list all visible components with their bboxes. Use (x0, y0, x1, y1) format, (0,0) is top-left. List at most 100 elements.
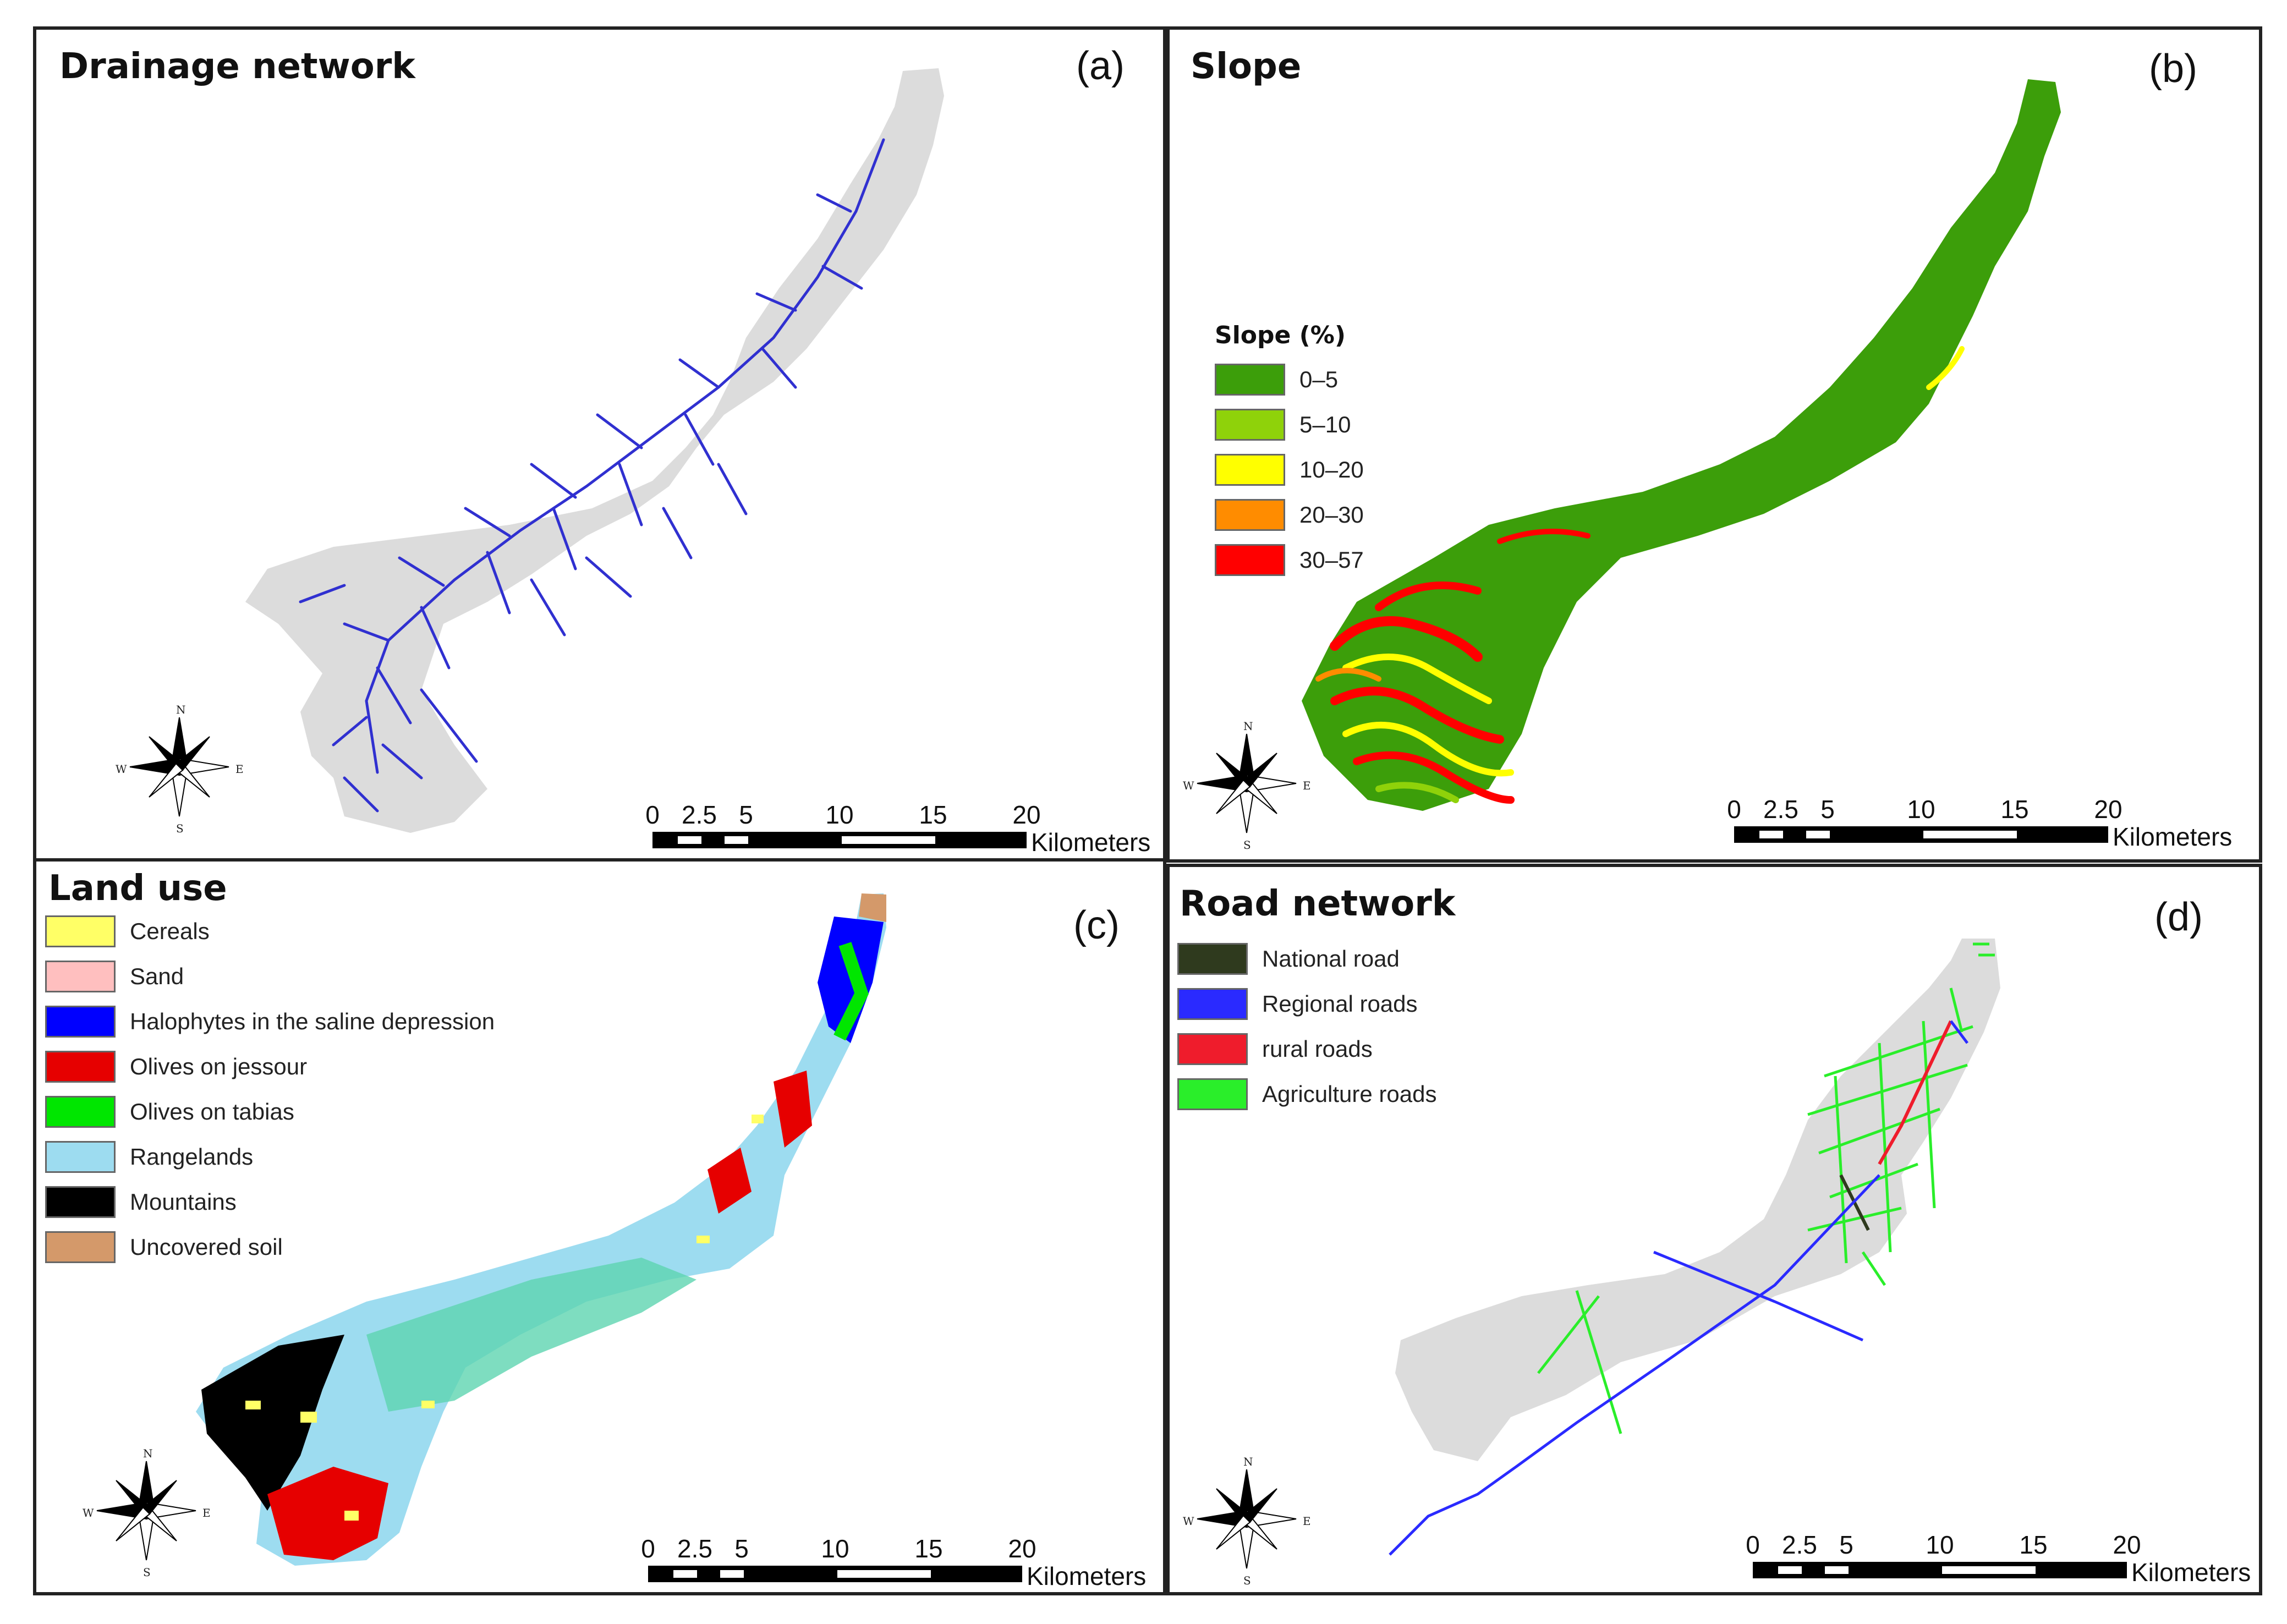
legend-label: Olives on jessour (130, 1054, 308, 1079)
scale-tick-label: 0 (1727, 795, 1741, 824)
legend-item: Olives on jessour (45, 1044, 495, 1089)
panel-drainage-network: Drainage network (a) N S W E 0 2.5 5 10 15 20 Kil… (33, 26, 1166, 863)
steep-slope-zone (1315, 346, 1965, 804)
scale-tick-label: 0 (1746, 1530, 1760, 1559)
rural-road (1878, 1020, 1953, 1165)
legend-swatch (1215, 409, 1285, 441)
scale-tick-label: 10 (821, 1534, 849, 1563)
road-map (1389, 939, 2000, 1556)
scale-tick-label: 15 (2000, 795, 2029, 824)
legend-item: rural roads (1177, 1027, 1436, 1072)
legend-label: 0–5 (1299, 366, 1339, 392)
compass-label-s: S (143, 1566, 151, 1579)
scale-bar-graphic (1753, 1562, 2127, 1578)
compass-icon (1197, 733, 1297, 833)
legend-item: Sand (45, 954, 495, 999)
legend-label: National road (1262, 946, 1400, 972)
panel-land-use: Land use (c) Cereals Sand Halophytes in th… (33, 858, 1166, 1595)
legend-item: Rangelands (45, 1134, 495, 1179)
compass-label-e: E (235, 762, 244, 776)
legend-label: Olives on tabias (130, 1099, 294, 1124)
legend-label: 20–30 (1299, 502, 1364, 528)
scale-unit: Kilometers (1031, 828, 1151, 857)
scale-tick-label: 0 (645, 800, 660, 829)
compass-label-n: N (143, 1447, 153, 1460)
panel-slope: Slope (b) Slope (%) 0–5 5–10 10–20 20–30 30–… (1166, 26, 2262, 863)
legend-item: 5–10 (1215, 402, 1364, 447)
legend-swatch (1177, 1078, 1248, 1110)
legend-label: Uncovered soil (130, 1234, 283, 1260)
scale-bar: 0 2.5 5 10 15 20 Kilometers (641, 1534, 1163, 1590)
scale-tick-label: 20 (1008, 1534, 1036, 1563)
compass-label-w: W (1183, 1515, 1194, 1528)
compass-label-n: N (1243, 720, 1253, 733)
compass-rose: N S W E (1181, 717, 1313, 852)
legend-item: 10–20 (1215, 447, 1364, 492)
compass-label-w: W (116, 762, 127, 776)
scale-tick-label: 20 (1012, 800, 1041, 829)
panel-title: Drainage network (59, 46, 415, 87)
legend-label: Agriculture roads (1262, 1081, 1437, 1107)
compass-label-e: E (1303, 1515, 1311, 1528)
compass-label-s: S (1243, 1574, 1251, 1587)
legend-item: Mountains (45, 1179, 495, 1225)
legend-item: National road (1177, 936, 1436, 981)
legend-title: Slope (%) (1215, 321, 1346, 349)
scale-tick-label: 0 (641, 1534, 655, 1563)
legend-item: Halophytes in the saline depression (45, 999, 495, 1044)
scale-bar: 0 2.5 5 10 15 20 Kilometers (645, 800, 1163, 857)
compass-rose: N S W E (113, 701, 245, 835)
legend-label: 30–57 (1299, 547, 1364, 573)
legend-swatch (45, 1231, 116, 1263)
compass-icon (1197, 1469, 1297, 1569)
scale-tick-label: 20 (2113, 1530, 2141, 1559)
panel-label: (b) (2149, 47, 2197, 91)
scale-tick-label: 20 (2094, 795, 2123, 824)
panel-road-network: Road network (d) National road Regional r… (1166, 864, 2262, 1595)
legend-swatch (45, 1186, 116, 1218)
legend-label: 10–20 (1299, 457, 1364, 482)
scale-bar-graphic (652, 832, 1027, 848)
legend-label: Mountains (130, 1189, 237, 1215)
scale-tick-label: 10 (1907, 795, 1935, 824)
legend-item: Regional roads (1177, 981, 1436, 1027)
legend-swatch (1215, 364, 1285, 396)
scale-tick-label: 2.5 (677, 1534, 712, 1563)
legend-label: rural roads (1262, 1036, 1373, 1062)
legend-items: 0–5 5–10 10–20 20–30 30–57 (1215, 357, 1364, 583)
scale-bar: 0 2.5 5 10 15 20 Kilometers (1727, 794, 2259, 851)
compass-icon (96, 1461, 196, 1561)
legend-swatch (45, 1096, 116, 1128)
legend-swatch (45, 961, 116, 992)
compass-rose: N S W E (1181, 1453, 1313, 1587)
scale-unit: Kilometers (2131, 1558, 2251, 1587)
legend-swatch (1215, 544, 1285, 576)
scale-tick-label: 5 (1820, 795, 1835, 824)
stream-network (299, 138, 885, 813)
agriculture-roads (1537, 942, 1995, 1434)
panel-title: Road network (1180, 884, 1456, 924)
legend-item: Agriculture roads (1177, 1072, 1436, 1117)
compass-label-s: S (176, 822, 184, 835)
legend-item: Olives on tabias (45, 1089, 495, 1134)
compass-label-s: S (1243, 838, 1251, 852)
basin-outline (245, 68, 944, 833)
scale-tick-label: 5 (739, 800, 753, 829)
panel-title: Slope (1191, 46, 1302, 87)
slope-legend: Slope (%) 0–5 5–10 10–20 20–30 30–57 (1215, 321, 1364, 583)
scale-bar-graphic (648, 1566, 1022, 1582)
compass-label-e: E (1303, 779, 1311, 792)
scale-tick-label: 15 (2019, 1530, 2048, 1559)
scale-tick-label: 5 (734, 1534, 749, 1563)
legend-item: Uncovered soil (45, 1225, 495, 1270)
legend-label: Halophytes in the saline depression (130, 1008, 495, 1034)
legend-item: 0–5 (1215, 357, 1364, 402)
legend-swatch (45, 1141, 116, 1173)
scale-unit: Kilometers (2113, 822, 2233, 851)
legend-label: 5–10 (1299, 412, 1351, 437)
legend-swatch (1177, 988, 1248, 1020)
compass-rose: N S W E (80, 1445, 212, 1579)
panel-label: (d) (2154, 895, 2203, 939)
scale-bar-graphic (1734, 826, 2108, 843)
legend-swatch (1177, 943, 1248, 975)
